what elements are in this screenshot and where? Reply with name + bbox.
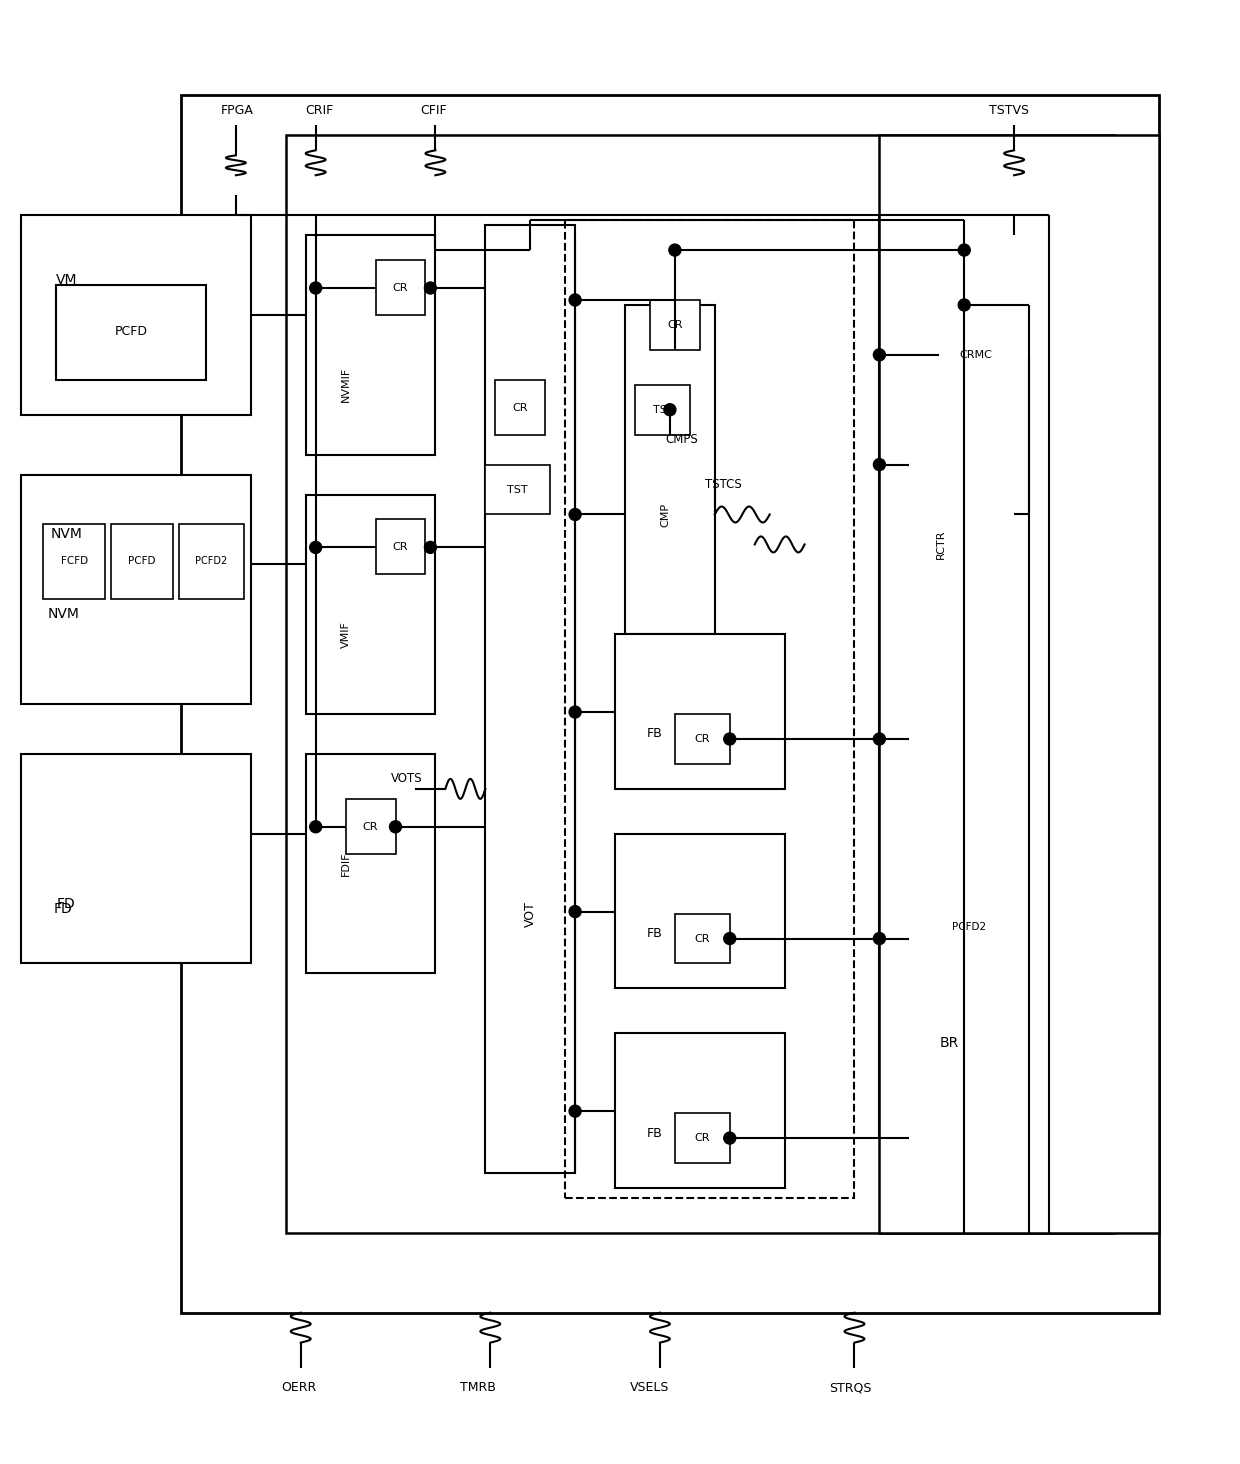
- Text: FPGA: FPGA: [221, 104, 254, 117]
- Bar: [306, 754, 435, 974]
- Circle shape: [959, 244, 970, 256]
- Bar: [306, 236, 435, 455]
- Bar: [346, 799, 396, 854]
- Bar: [485, 464, 551, 514]
- Bar: [615, 834, 785, 988]
- Circle shape: [724, 933, 735, 944]
- Text: BR: BR: [940, 1037, 959, 1050]
- Text: CR: CR: [512, 403, 528, 413]
- Circle shape: [873, 933, 885, 944]
- Text: CR: CR: [393, 283, 408, 293]
- Text: FB: FB: [647, 927, 663, 940]
- Text: CR: CR: [694, 934, 709, 943]
- Circle shape: [569, 1105, 582, 1117]
- Circle shape: [569, 508, 582, 521]
- Text: TMRB: TMRB: [460, 1381, 496, 1394]
- Text: FD: FD: [53, 902, 73, 915]
- Bar: [179, 524, 244, 599]
- Text: CMP: CMP: [660, 502, 670, 527]
- Circle shape: [873, 733, 885, 745]
- Text: VOT: VOT: [523, 900, 537, 927]
- Text: CR: CR: [393, 543, 408, 552]
- Bar: [21, 754, 250, 963]
- Bar: [565, 220, 854, 1198]
- Circle shape: [873, 458, 885, 470]
- Bar: [675, 714, 730, 764]
- Bar: [306, 495, 435, 714]
- Bar: [675, 914, 730, 963]
- Bar: [650, 300, 699, 350]
- Text: CFIF: CFIF: [420, 104, 448, 117]
- Bar: [376, 261, 425, 315]
- Circle shape: [724, 733, 735, 745]
- Bar: [939, 305, 1014, 404]
- Circle shape: [310, 283, 321, 294]
- Bar: [924, 889, 1014, 963]
- Bar: [909, 265, 1029, 644]
- Circle shape: [389, 821, 402, 833]
- Text: CR: CR: [363, 821, 378, 832]
- Text: VM: VM: [56, 272, 77, 287]
- Bar: [181, 95, 1159, 1313]
- Bar: [56, 285, 206, 379]
- Text: CR: CR: [667, 321, 683, 329]
- Text: CR: CR: [694, 733, 709, 744]
- Circle shape: [668, 244, 681, 256]
- Text: VSELS: VSELS: [630, 1381, 670, 1394]
- Circle shape: [310, 542, 321, 553]
- Text: FD: FD: [57, 896, 76, 911]
- Circle shape: [569, 706, 582, 717]
- Bar: [21, 215, 250, 414]
- Circle shape: [569, 906, 582, 918]
- Circle shape: [724, 1132, 735, 1143]
- Text: FB: FB: [647, 1127, 663, 1139]
- Bar: [43, 524, 105, 599]
- Text: CMPS: CMPS: [665, 433, 698, 447]
- Text: CRIF: CRIF: [306, 104, 334, 117]
- Bar: [21, 474, 250, 704]
- Circle shape: [424, 542, 436, 553]
- Text: PCFD: PCFD: [128, 556, 156, 567]
- Text: TST: TST: [652, 404, 673, 414]
- Bar: [615, 1034, 785, 1187]
- Text: CR: CR: [694, 1133, 709, 1143]
- Text: TST: TST: [507, 485, 527, 495]
- Bar: [879, 135, 1159, 1233]
- Text: NVMIF: NVMIF: [341, 367, 351, 403]
- Circle shape: [663, 404, 676, 416]
- Bar: [495, 379, 546, 435]
- Text: PCFD2: PCFD2: [952, 921, 986, 931]
- Bar: [615, 634, 785, 789]
- Text: OERR: OERR: [280, 1381, 316, 1394]
- Bar: [485, 225, 575, 1173]
- Text: TSTVS: TSTVS: [990, 104, 1029, 117]
- Circle shape: [959, 299, 970, 310]
- Bar: [635, 385, 689, 435]
- Bar: [112, 524, 174, 599]
- Text: PCFD2: PCFD2: [195, 556, 227, 567]
- Text: VMIF: VMIF: [341, 621, 351, 647]
- Text: FCFD: FCFD: [61, 556, 88, 567]
- Text: STRQS: STRQS: [830, 1381, 872, 1394]
- Text: NVM: NVM: [47, 608, 79, 621]
- Circle shape: [424, 283, 436, 294]
- Text: NVM: NVM: [51, 527, 82, 542]
- Text: RCTR: RCTR: [936, 530, 946, 559]
- Bar: [376, 520, 425, 574]
- Bar: [625, 305, 714, 634]
- Text: CRMC: CRMC: [960, 350, 993, 360]
- Circle shape: [569, 294, 582, 306]
- Bar: [675, 1113, 730, 1162]
- Text: VOTS: VOTS: [391, 773, 422, 785]
- Text: TSTCS: TSTCS: [704, 479, 742, 490]
- Circle shape: [310, 821, 321, 833]
- Bar: [285, 135, 1114, 1233]
- Circle shape: [873, 348, 885, 360]
- Text: FB: FB: [647, 728, 663, 741]
- Text: FDIF: FDIF: [341, 852, 351, 875]
- Bar: [909, 874, 1034, 1133]
- Text: PCFD: PCFD: [114, 325, 148, 338]
